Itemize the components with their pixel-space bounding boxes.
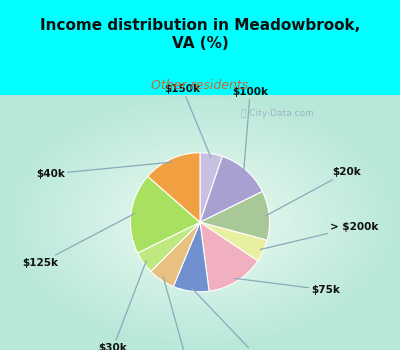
Text: $50k: $50k	[163, 277, 203, 350]
Wedge shape	[200, 156, 262, 222]
Text: $125k: $125k	[23, 214, 134, 268]
Wedge shape	[200, 191, 270, 240]
Wedge shape	[173, 222, 209, 292]
Wedge shape	[200, 222, 267, 261]
Text: Other residents: Other residents	[151, 79, 249, 92]
Text: $60k: $60k	[191, 288, 270, 350]
Text: Income distribution in Meadowbrook,
VA (%): Income distribution in Meadowbrook, VA (…	[40, 18, 360, 51]
Wedge shape	[130, 176, 200, 253]
Wedge shape	[151, 222, 200, 287]
Text: > $200k: > $200k	[260, 222, 379, 250]
Text: $150k: $150k	[165, 84, 211, 157]
Wedge shape	[200, 222, 258, 291]
Text: $20k: $20k	[266, 167, 361, 216]
Text: $40k: $40k	[36, 162, 173, 179]
Wedge shape	[148, 153, 200, 222]
Wedge shape	[200, 153, 222, 222]
Wedge shape	[138, 222, 200, 272]
Text: $75k: $75k	[235, 278, 340, 295]
Text: $30k: $30k	[99, 261, 146, 350]
Text: ⓘ City-Data.com: ⓘ City-Data.com	[241, 109, 314, 118]
Text: $100k: $100k	[232, 87, 268, 173]
